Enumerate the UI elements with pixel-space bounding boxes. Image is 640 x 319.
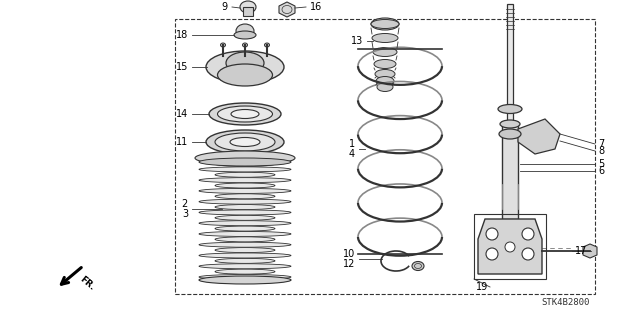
- Ellipse shape: [500, 120, 520, 128]
- Ellipse shape: [226, 52, 264, 74]
- Ellipse shape: [199, 210, 291, 215]
- Ellipse shape: [377, 83, 393, 92]
- Bar: [502, 124, 518, 219]
- Ellipse shape: [371, 19, 399, 28]
- Ellipse shape: [199, 242, 291, 247]
- Polygon shape: [478, 219, 542, 274]
- Text: 11: 11: [176, 137, 188, 147]
- Ellipse shape: [505, 242, 515, 252]
- Ellipse shape: [522, 228, 534, 240]
- Ellipse shape: [209, 103, 281, 125]
- Ellipse shape: [218, 64, 273, 86]
- Ellipse shape: [243, 43, 248, 47]
- Ellipse shape: [522, 248, 534, 260]
- Ellipse shape: [215, 161, 275, 167]
- Ellipse shape: [215, 194, 275, 199]
- Bar: [175, 19, 595, 294]
- Ellipse shape: [264, 43, 269, 47]
- Ellipse shape: [199, 221, 291, 226]
- Polygon shape: [583, 244, 597, 258]
- Ellipse shape: [236, 24, 254, 38]
- Text: 19: 19: [476, 282, 488, 292]
- Ellipse shape: [206, 51, 284, 83]
- Ellipse shape: [499, 129, 521, 139]
- Ellipse shape: [498, 105, 522, 114]
- Text: 5: 5: [598, 159, 604, 169]
- Ellipse shape: [372, 33, 398, 42]
- Ellipse shape: [486, 248, 498, 260]
- Ellipse shape: [374, 60, 396, 69]
- Text: 15: 15: [175, 62, 188, 72]
- Polygon shape: [518, 119, 560, 154]
- Text: 16: 16: [310, 2, 323, 12]
- Ellipse shape: [195, 151, 295, 165]
- Bar: [507, 4, 513, 124]
- Text: 2: 2: [182, 199, 188, 209]
- Bar: [474, 214, 546, 279]
- Text: 3: 3: [182, 209, 188, 219]
- Text: 12: 12: [342, 259, 355, 269]
- Text: 10: 10: [343, 249, 355, 259]
- Text: 7: 7: [598, 139, 604, 149]
- Ellipse shape: [215, 226, 275, 231]
- Ellipse shape: [215, 248, 275, 253]
- Ellipse shape: [199, 253, 291, 258]
- Text: 18: 18: [176, 30, 188, 40]
- Ellipse shape: [215, 215, 275, 220]
- Text: 14: 14: [176, 109, 188, 119]
- Ellipse shape: [199, 158, 291, 166]
- Text: 6: 6: [598, 166, 604, 176]
- Ellipse shape: [230, 137, 260, 146]
- Ellipse shape: [221, 43, 225, 47]
- Ellipse shape: [234, 31, 256, 39]
- Ellipse shape: [215, 172, 275, 177]
- Text: 9: 9: [222, 2, 228, 12]
- Text: 13: 13: [351, 36, 363, 46]
- Polygon shape: [279, 2, 295, 17]
- Ellipse shape: [231, 109, 259, 118]
- Ellipse shape: [486, 228, 498, 240]
- Ellipse shape: [206, 130, 284, 154]
- Text: 4: 4: [349, 149, 355, 159]
- Text: 1: 1: [349, 139, 355, 149]
- Ellipse shape: [373, 48, 397, 56]
- Ellipse shape: [215, 204, 275, 210]
- Text: FR.: FR.: [78, 274, 97, 292]
- Ellipse shape: [199, 264, 291, 269]
- Ellipse shape: [215, 269, 275, 274]
- Ellipse shape: [240, 1, 256, 13]
- Ellipse shape: [215, 183, 275, 188]
- Text: 8: 8: [598, 146, 604, 156]
- Ellipse shape: [199, 178, 291, 183]
- Ellipse shape: [199, 167, 291, 172]
- Text: 17: 17: [575, 246, 588, 256]
- Ellipse shape: [199, 189, 291, 193]
- Ellipse shape: [199, 199, 291, 204]
- Ellipse shape: [215, 133, 275, 151]
- Ellipse shape: [412, 262, 424, 271]
- Ellipse shape: [376, 77, 394, 85]
- Ellipse shape: [218, 106, 273, 122]
- Ellipse shape: [375, 70, 395, 78]
- Ellipse shape: [199, 275, 291, 279]
- Ellipse shape: [371, 18, 399, 30]
- Bar: [243, 7, 253, 16]
- Ellipse shape: [215, 237, 275, 242]
- Ellipse shape: [199, 276, 291, 284]
- Ellipse shape: [199, 232, 291, 236]
- Ellipse shape: [215, 258, 275, 263]
- Text: STK4B2800: STK4B2800: [541, 298, 590, 307]
